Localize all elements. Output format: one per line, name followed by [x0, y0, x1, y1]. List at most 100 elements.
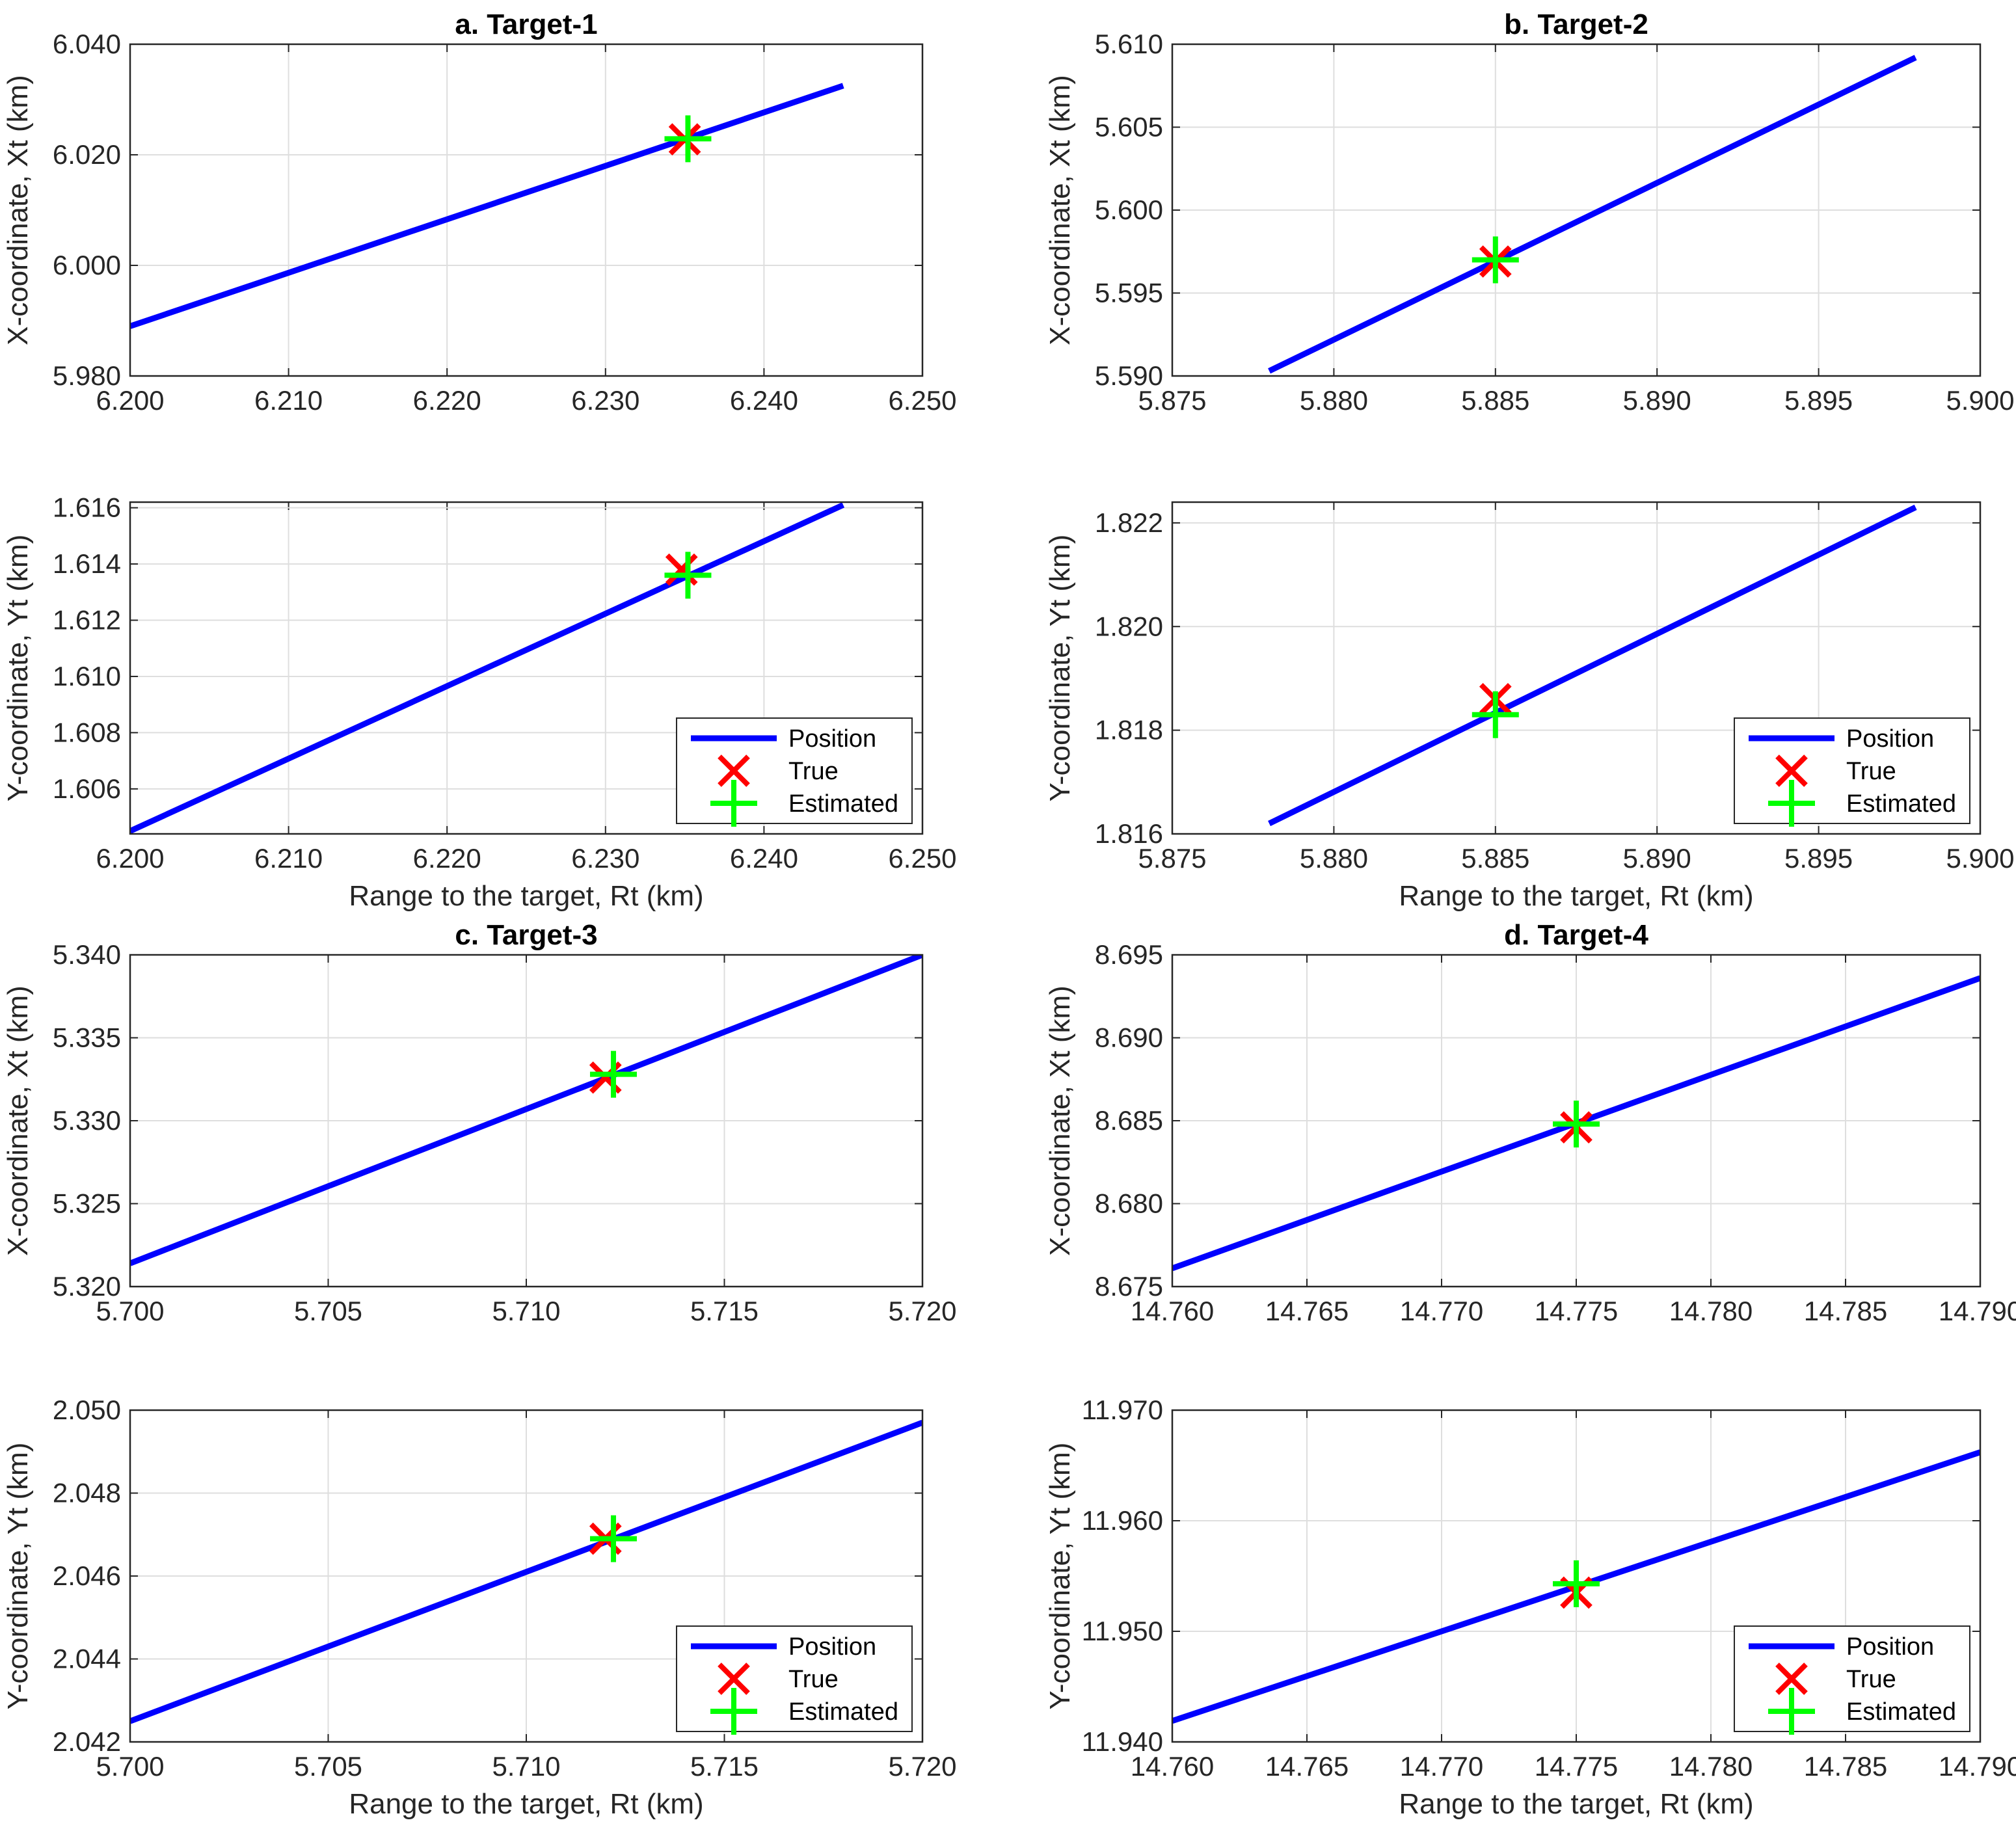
x-axis-label: Range to the target, Rt (km): [349, 1788, 703, 1820]
legend: Position True Estimated: [676, 717, 913, 827]
subplot-b_y: 5.875 5.880 5.885 5.890 5.895 5.900 1.816 1.818…: [1044, 501, 2015, 912]
x-tick-label: 14.760: [1131, 1296, 1214, 1326]
axes-box: [129, 43, 924, 377]
x-tick-label: 5.890: [1623, 385, 1691, 416]
y-tick-label: 8.675: [1095, 1271, 1163, 1302]
axes-box: [1171, 43, 1982, 377]
y-tick-label: 1.610: [53, 661, 121, 691]
x-tick-label: 5.890: [1623, 843, 1691, 874]
y-tick-label: 5.335: [53, 1022, 121, 1053]
x-tick-label: 14.780: [1669, 1296, 1753, 1326]
y-axis-label: Y-coordinate, Yt (km): [1044, 1443, 1076, 1710]
x-tick-label: 5.705: [294, 1751, 362, 1782]
legend-true-stroke: [718, 1663, 750, 1695]
true-marker-stroke: [665, 553, 698, 586]
y-axis-label: X-coordinate, Xt (km): [2, 985, 34, 1256]
x-tick-label: 6.210: [254, 843, 323, 874]
x-tick-label: 14.760: [1131, 1751, 1214, 1782]
y-tick-label: 2.044: [53, 1644, 121, 1674]
plot-area: [130, 44, 922, 376]
x-tick-label: 5.875: [1138, 843, 1206, 874]
x-tick-label: 5.900: [1946, 385, 2014, 416]
y-tick-label: 1.822: [1095, 507, 1163, 538]
x-tick-label: 5.715: [690, 1751, 759, 1782]
y-tick-label: 11.960: [1082, 1505, 1163, 1536]
y-tick-label: 1.608: [53, 717, 121, 747]
legend-true-stroke: [718, 755, 750, 787]
y-tick-label: 1.606: [53, 773, 121, 804]
y-tick-label: 2.046: [53, 1560, 121, 1591]
estimated-marker: [664, 115, 712, 163]
x-tick-label: 14.785: [1804, 1296, 1887, 1326]
series-line-position: [130, 502, 845, 834]
y-tick-label: 5.605: [1095, 112, 1163, 142]
y-tick-label: 1.614: [53, 548, 121, 579]
legend-estimated-swatch: [1768, 1688, 1815, 1735]
y-tick-label: 8.690: [1095, 1022, 1163, 1053]
legend-label-true: True: [788, 1666, 839, 1693]
legend-true-swatch: [1775, 1663, 1808, 1695]
subplot-c_x: 5.700 5.705 5.710 5.715 5.720 5.320 5.325 5.330…: [2, 919, 957, 1326]
legend-estimated-swatch: [1768, 780, 1815, 827]
y-tick-label: 5.590: [1095, 360, 1163, 391]
y-tick-label: 11.970: [1082, 1395, 1163, 1425]
x-tick-label: 14.790: [1939, 1296, 2016, 1326]
legend-true-swatch: [718, 1663, 750, 1695]
subplot-title: b. Target-2: [1504, 8, 1648, 40]
y-tick-label: 6.000: [53, 250, 121, 280]
y-tick-label: 11.950: [1082, 1616, 1163, 1646]
subplot-a_y: 6.200 6.210 6.220 6.230 6.240 6.250 1.606 1.608…: [2, 492, 957, 912]
legend-true-stroke: [1775, 755, 1808, 787]
y-tick-label: 5.980: [53, 360, 121, 391]
x-tick-label: 14.775: [1535, 1296, 1618, 1326]
y-axis-label: Y-coordinate, Yt (km): [2, 535, 34, 802]
x-tick-label: 5.885: [1461, 385, 1529, 416]
y-tick-label: 6.040: [53, 29, 121, 59]
legend-label-position: Position: [788, 1633, 876, 1661]
x-tick-label: 5.700: [96, 1751, 164, 1782]
x-tick-label: 6.220: [413, 385, 481, 416]
estimated-marker: [1553, 1560, 1600, 1607]
subplot-b_x: 5.875 5.880 5.885 5.890 5.895 5.900 5.590 5.595…: [1044, 8, 2015, 416]
legend-estimated-swatch: [710, 780, 757, 827]
y-tick-label: 8.695: [1095, 939, 1163, 970]
subplot-title: c. Target-3: [455, 919, 597, 951]
y-tick-label: 11.940: [1082, 1726, 1163, 1757]
x-tick-label: 5.880: [1300, 843, 1368, 874]
axes-box: [129, 501, 924, 835]
axes-box: [1171, 501, 1982, 835]
subplot-d_y: 14.760 14.765 14.770 14.775 14.780 14.785 14.7…: [1044, 1395, 2016, 1820]
y-tick-label: 2.042: [53, 1726, 121, 1757]
x-tick-label: 5.895: [1784, 385, 1853, 416]
x-tick-label: 14.775: [1535, 1751, 1618, 1782]
axes-box: [1171, 954, 1982, 1288]
y-axis-label: X-coordinate, Xt (km): [1044, 75, 1076, 345]
true-marker: [665, 553, 698, 586]
series-line-position: [1268, 55, 1917, 374]
y-tick-label: 5.320: [53, 1271, 121, 1302]
estimated-marker: [589, 1515, 637, 1562]
x-axis-label: Range to the target, Rt (km): [349, 880, 703, 912]
y-tick-label: 5.595: [1095, 278, 1163, 308]
x-tick-label: 6.200: [96, 385, 164, 416]
x-tick-label: 14.770: [1400, 1296, 1483, 1326]
series-line-position: [130, 1419, 922, 1724]
x-tick-label: 5.720: [888, 1751, 956, 1782]
x-tick-label: 5.880: [1300, 385, 1368, 416]
x-tick-label: 6.240: [730, 385, 798, 416]
x-tick-label: 5.710: [492, 1296, 560, 1326]
y-tick-label: 5.600: [1095, 194, 1163, 225]
estimated-marker: [589, 1050, 637, 1098]
legend-label-true: True: [1846, 1666, 1896, 1693]
x-tick-label: 6.220: [413, 843, 481, 874]
y-axis-label: X-coordinate, Xt (km): [1044, 985, 1076, 1256]
x-tick-label: 5.710: [492, 1751, 560, 1782]
legend-true-swatch: [1775, 755, 1808, 787]
legend-true-stroke: [1775, 1663, 1808, 1695]
subplot-d_x: 14.760 14.765 14.770 14.775 14.780 14.785 14.7…: [1044, 919, 2016, 1326]
x-tick-label: 14.770: [1400, 1751, 1483, 1782]
y-tick-label: 1.820: [1095, 611, 1163, 641]
legend-label-true: True: [788, 758, 839, 785]
x-tick-label: 5.885: [1461, 843, 1529, 874]
